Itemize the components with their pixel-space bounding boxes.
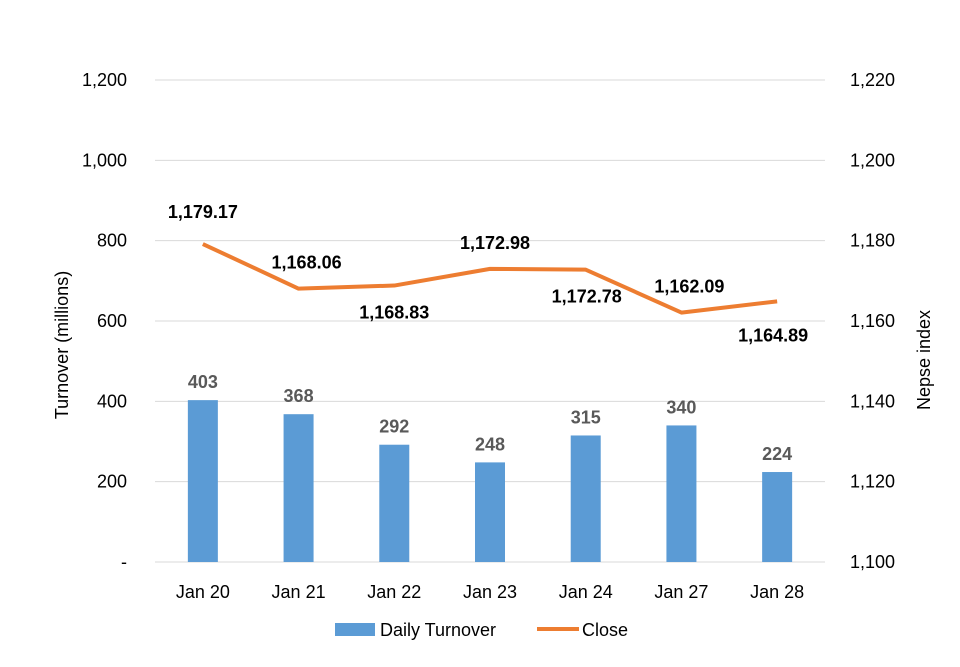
x-tick-label: Jan 27: [654, 582, 708, 602]
bar-daily-turnover: [666, 425, 696, 562]
y-tick-label: 1,200: [82, 70, 127, 90]
bar-daily-turnover: [379, 445, 409, 562]
bar-data-label: 315: [571, 407, 601, 427]
legend-label-close: Close: [582, 620, 628, 640]
y-tick-label: 1,000: [82, 150, 127, 170]
y2-tick-label: 1,120: [850, 472, 895, 492]
x-tick-label: Jan 24: [559, 582, 613, 602]
x-tick-label: Jan 21: [272, 582, 326, 602]
legend: Daily Turnover Close: [335, 620, 628, 640]
y-tick-label: 600: [97, 311, 127, 331]
bar-data-label: 368: [284, 386, 314, 406]
y-axis-title: Turnover (millions): [52, 271, 72, 419]
x-tick-label: Jan 28: [750, 582, 804, 602]
legend-swatch-daily-turnover: [335, 623, 375, 636]
y2-tick-label: 1,200: [850, 150, 895, 170]
bar-daily-turnover: [284, 414, 314, 562]
y-tick-label: -: [121, 552, 127, 572]
line-data-label: 1,179.17: [168, 202, 238, 222]
line-data-label: 1,162.09: [654, 277, 724, 297]
y2-tick-label: 1,220: [850, 70, 895, 90]
bar-data-label: 340: [666, 397, 696, 417]
bar-data-label: 292: [379, 417, 409, 437]
y2-axis-title: Nepse index: [914, 310, 934, 410]
line-data-label: 1,164.89: [738, 325, 808, 345]
x-tick-label: Jan 20: [176, 582, 230, 602]
bar-data-label: 224: [762, 444, 792, 464]
y2-tick-label: 1,160: [850, 311, 895, 331]
bar-daily-turnover: [762, 472, 792, 562]
bar-daily-turnover: [571, 435, 601, 562]
y-tick-label: 400: [97, 391, 127, 411]
line-data-label: 1,172.98: [460, 233, 530, 253]
bar-data-label: 403: [188, 372, 218, 392]
line-data-label: 1,168.06: [272, 253, 342, 273]
y-tick-label: 200: [97, 472, 127, 492]
line-data-label: 1,168.83: [359, 303, 429, 323]
line-data-label: 1,172.78: [552, 287, 622, 307]
y-tick-label: 800: [97, 231, 127, 251]
bar-data-label: 248: [475, 434, 505, 454]
legend-label-daily-turnover: Daily Turnover: [380, 620, 496, 640]
x-tick-label: Jan 22: [367, 582, 421, 602]
bar-daily-turnover: [188, 400, 218, 562]
bar-daily-turnover: [475, 462, 505, 562]
y2-tick-label: 1,140: [850, 391, 895, 411]
y2-tick-label: 1,100: [850, 552, 895, 572]
y2-tick-label: 1,180: [850, 231, 895, 251]
x-tick-label: Jan 23: [463, 582, 517, 602]
